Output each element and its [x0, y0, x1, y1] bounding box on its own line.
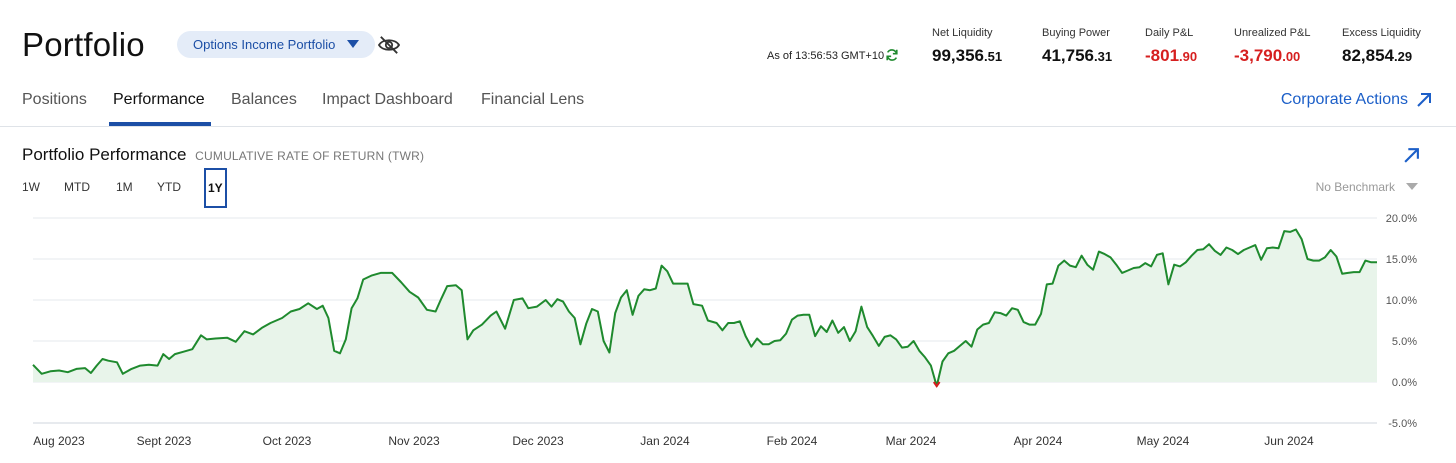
x-tick-label: Feb 2024	[767, 434, 818, 448]
range-1y-button[interactable]: 1Y	[204, 168, 227, 208]
y-tick-label: 0.0%	[1392, 377, 1417, 389]
performance-chart: 20.0% 15.0% 10.0% 5.0% 0.0% -5.0% Aug 2023 Sep…	[32, 213, 1417, 448]
x-tick-label: Mar 2024	[886, 434, 937, 448]
performance-subtitle: CUMULATIVE RATE OF RETURN (TWR)	[195, 149, 425, 163]
metric-net-liquidity: Net Liquidity 99,356.51	[932, 27, 1002, 66]
tab-performance[interactable]: Performance	[113, 91, 205, 108]
x-tick-label: Dec 2023	[512, 434, 564, 448]
expand-arrow-icon[interactable]	[1403, 147, 1420, 164]
page-title: Portfolio	[22, 26, 145, 63]
y-axis-ticks: 20.0% 15.0% 10.0% 5.0% 0.0% -5.0%	[1386, 213, 1417, 430]
range-mtd-button[interactable]: MTD	[64, 180, 90, 194]
tab-impact-dashboard[interactable]: Impact Dashboard	[322, 91, 453, 108]
caret-down-icon	[347, 40, 359, 48]
x-tick-label: Jun 2024	[1264, 434, 1314, 448]
y-tick-label: 10.0%	[1386, 295, 1417, 307]
account-selector-label: Options Income Portfolio	[193, 37, 336, 52]
y-tick-label: 15.0%	[1386, 254, 1417, 266]
y-tick-label: 5.0%	[1392, 336, 1417, 348]
metric-buying-power: Buying Power 41,756.31	[1042, 27, 1112, 66]
metric-label: Net Liquidity	[932, 27, 993, 39]
metric-unrealized-pnl: Unrealized P&L -3,790.00	[1234, 27, 1310, 66]
metric-label: Daily P&L	[1145, 27, 1194, 39]
y-tick-label: -5.0%	[1388, 418, 1417, 430]
tab-financial-lens[interactable]: Financial Lens	[481, 91, 585, 108]
range-ytd-button[interactable]: YTD	[157, 180, 181, 194]
portfolio-tabs: Positions Performance Balances Impact Da…	[0, 80, 1456, 127]
return-area	[33, 229, 1377, 387]
performance-title: Portfolio Performance CUMULATIVE RATE OF…	[22, 145, 424, 165]
corporate-actions-link[interactable]: Corporate Actions	[1281, 91, 1432, 109]
account-selector[interactable]: Options Income Portfolio	[177, 31, 375, 58]
x-tick-label: Apr 2024	[1014, 434, 1063, 448]
return-line	[32, 228, 1377, 388]
benchmark-selector[interactable]: No Benchmark	[1315, 180, 1395, 194]
range-1w-button[interactable]: 1W	[22, 180, 40, 194]
negative-return-segment	[932, 381, 941, 388]
metric-value: 99,356.51	[932, 46, 1003, 65]
metric-daily-pnl: Daily P&L -801.90	[1145, 27, 1197, 66]
performance-title-text: Portfolio Performance	[22, 145, 187, 164]
refresh-icon[interactable]	[885, 48, 899, 62]
tab-positions[interactable]: Positions	[22, 91, 87, 108]
active-tab-indicator	[109, 122, 211, 126]
x-axis-ticks: Aug 2023 Sept 2023 Oct 2023 Nov 2023 Dec 202…	[33, 434, 1314, 448]
x-tick-label: Nov 2023	[388, 434, 440, 448]
tab-balances[interactable]: Balances	[231, 91, 297, 108]
x-tick-label: Sept 2023	[137, 434, 192, 448]
metric-label: Unrealized P&L	[1234, 27, 1311, 39]
metric-value: 82,854.29	[1342, 46, 1413, 65]
y-tick-label: 20.0%	[1386, 213, 1417, 225]
eye-slash-icon[interactable]	[378, 35, 400, 55]
metric-value: 41,756.31	[1042, 46, 1113, 65]
metric-label: Excess Liquidity	[1342, 27, 1421, 39]
x-tick-label: May 2024	[1137, 434, 1190, 448]
arrow-up-right-icon	[1417, 93, 1431, 107]
x-tick-label: Jan 2024	[640, 434, 690, 448]
x-tick-label: Oct 2023	[263, 434, 312, 448]
x-tick-label: Aug 2023	[33, 434, 85, 448]
metric-value: -3,790.00	[1234, 46, 1301, 65]
corporate-actions-label: Corporate Actions	[1280, 91, 1408, 108]
metric-value: -801.90	[1145, 46, 1198, 65]
range-1m-button[interactable]: 1M	[116, 180, 133, 194]
as-of-timestamp: As of 13:56:53 GMT+10	[767, 50, 885, 62]
metric-label: Buying Power	[1042, 27, 1110, 39]
metric-excess-liquidity: Excess Liquidity 82,854.29	[1342, 27, 1421, 66]
portfolio-header: Portfolio Options Income Portfolio As of…	[0, 0, 1456, 80]
benchmark-caret-icon	[1406, 183, 1418, 190]
